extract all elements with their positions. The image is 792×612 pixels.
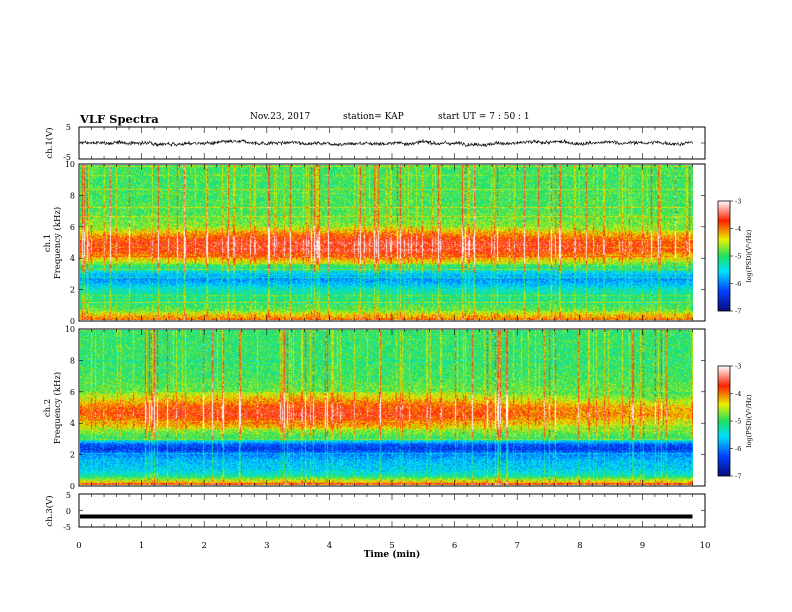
ch3-ytick-top: 5 — [66, 491, 71, 500]
ch2-colorbar-ticks: -3 -4 -5 -6 -7 — [730, 363, 741, 481]
frequency-tick-label: 0 — [70, 317, 75, 326]
colorbar-tick-label: -7 — [735, 308, 741, 316]
colorbar-tick-label: -7 — [735, 473, 741, 481]
colorbar-tick-label: -6 — [735, 280, 741, 288]
ch2-frequency-axis-label: Frequency (kHz) — [52, 372, 63, 444]
time-tick-label: 4 — [327, 541, 332, 551]
ch1-ytick-bottom: -5 — [63, 153, 71, 162]
ch1-waveform-ylabel: ch.1(V) — [44, 127, 55, 158]
frequency-tick-label: 6 — [70, 388, 75, 397]
ch1-frequency-ticklabels: 0 2 4 6 8 10 — [65, 160, 75, 326]
time-tick-label: 9 — [640, 541, 645, 551]
frequency-tick-label: 2 — [70, 451, 75, 460]
ch2-spectrogram-panel: 0 2 4 6 8 10 ch.2 Frequency (kHz) — [43, 325, 706, 491]
frequency-tick-label: 10 — [65, 160, 75, 169]
ch3-waveform-ylabel: ch.3(V) — [44, 495, 55, 526]
ch1-waveform-line — [78, 138, 693, 148]
ch1-waveform-panel: 5 -5 ch.1(V) — [44, 123, 706, 162]
ch1-waveform-ticks — [78, 127, 706, 159]
frequency-tick-label: 8 — [70, 191, 75, 200]
frequency-tick-label: 10 — [65, 325, 75, 334]
station-label: station= KAP — [343, 112, 404, 122]
ch1-colorbar-label: log(PSD)(V²/Hz) — [745, 229, 753, 282]
ch1-ytick-top: 5 — [66, 123, 71, 132]
ch1-colorbar-ticks: -3 -4 -5 -6 -7 — [730, 198, 741, 316]
colorbar-tick-label: -4 — [735, 225, 741, 233]
frequency-tick-label: 6 — [70, 223, 75, 232]
ch2-spectrogram-image — [80, 330, 693, 485]
colorbar-tick-label: -3 — [735, 363, 741, 371]
ch3-waveform-panel: 5 0 -5 ch.3(V) — [44, 491, 706, 532]
ch1-spectrogram-ticks — [78, 163, 706, 322]
time-tick-label: 8 — [577, 541, 582, 551]
ch1-spectrogram-panel: 0 2 4 6 8 10 ch.1 Frequency (kHz) — [43, 160, 706, 326]
frequency-tick-label: 4 — [70, 419, 75, 428]
ch3-ytick-bottom: -5 — [63, 523, 71, 532]
time-tick-label: 0 — [76, 541, 81, 551]
time-tick-label: 5 — [389, 541, 394, 551]
ch3-waveform-ticks — [78, 494, 706, 527]
colorbar-tick-label: -3 — [735, 198, 741, 206]
ch1-frequency-axis-label: Frequency (kHz) — [52, 207, 63, 279]
time-tick-label: 3 — [264, 541, 269, 551]
time-axis-ticklabels: 0 1 2 3 4 5 6 7 8 9 10 — [76, 541, 710, 551]
ch1-channel-label: ch.1 — [43, 234, 53, 252]
colorbar-tick-label: -6 — [735, 445, 741, 453]
start-time-label: start UT = 7 : 50 : 1 — [438, 112, 530, 122]
colorbar-tick-label: -5 — [735, 253, 741, 261]
time-tick-label: 10 — [700, 541, 711, 551]
date-label: Nov.23, 2017 — [250, 112, 311, 122]
ch2-frequency-ticklabels: 0 2 4 6 8 10 — [65, 325, 75, 491]
frequency-tick-label: 4 — [70, 254, 75, 263]
ch1-colorbar: -3 -4 -5 -6 -7 log(PSD)(V²/Hz) — [717, 198, 753, 316]
time-tick-label: 7 — [514, 541, 519, 551]
colorbar-tick-label: -4 — [735, 390, 741, 398]
ch2-channel-label: ch.2 — [43, 399, 53, 417]
frequency-tick-label: 0 — [70, 482, 75, 491]
time-tick-label: 6 — [452, 541, 457, 551]
colorbar-tick-label: -5 — [735, 418, 741, 426]
time-tick-label: 2 — [201, 541, 206, 551]
time-tick-label: 1 — [139, 541, 144, 551]
ch3-ytick-mid: 0 — [66, 507, 71, 516]
frequency-tick-label: 8 — [70, 356, 75, 365]
figure-title: VLF Spectra — [80, 112, 159, 126]
time-axis-label: Time (min) — [364, 549, 421, 560]
frequency-tick-label: 2 — [70, 286, 75, 295]
ch2-spectrogram-ticks — [78, 328, 706, 487]
ch2-colorbar: -3 -4 -5 -6 -7 log(PSD)(V²/Hz) — [717, 363, 753, 481]
ch2-colorbar-label: log(PSD)(V²/Hz) — [745, 394, 753, 447]
ch1-spectrogram-image — [80, 165, 693, 320]
